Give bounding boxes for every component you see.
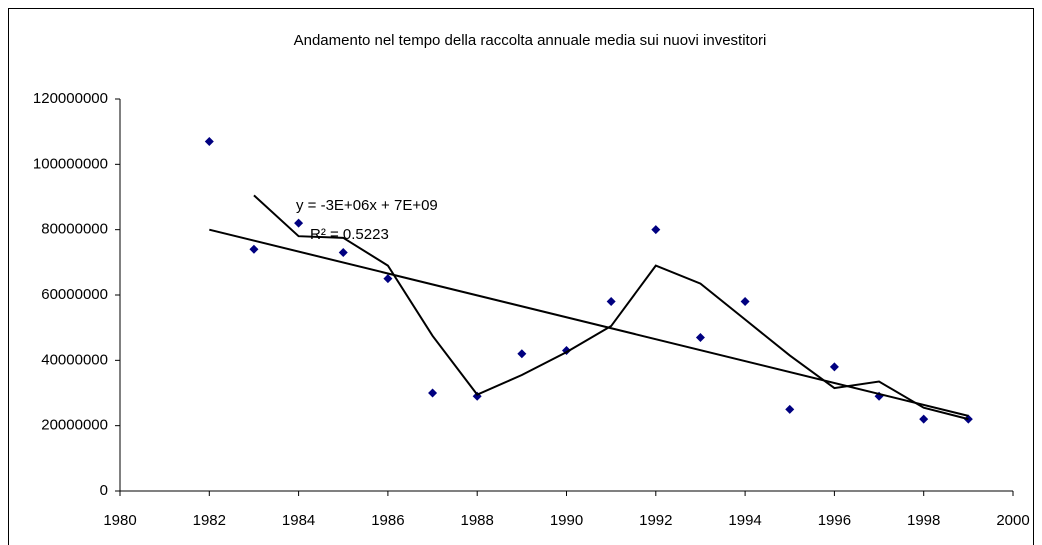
x-tick-label: 1992 [639,512,672,529]
data-point [740,297,750,307]
x-tick-label: 1980 [103,512,136,529]
y-tick-label: 100000000 [33,155,108,172]
data-point [606,297,616,307]
data-point [919,414,929,424]
data-point [785,404,795,414]
x-tick-label: 1994 [728,512,761,529]
data-point [249,244,259,254]
x-tick-label: 1982 [193,512,226,529]
chart-frame [8,8,1034,545]
data-point [517,349,527,359]
data-point [829,362,839,372]
x-tick-label: 1998 [907,512,940,529]
data-point [294,218,304,228]
line [209,228,969,417]
x-tick-label: 1996 [818,512,851,529]
x-tick-label: 1984 [282,512,315,529]
r-squared: R² = 0.5223 [310,226,389,243]
data-point [695,332,705,342]
y-tick-label: 40000000 [41,351,108,368]
data-point [428,388,438,398]
y-tick-label: 0 [100,482,108,499]
trendline-equation: y = -3E+06x + 7E+09 [296,197,438,214]
data-point [204,136,214,146]
y-tick-label: 60000000 [41,286,108,303]
y-tick-label: 20000000 [41,417,108,434]
x-tick-label: 1988 [461,512,494,529]
data-point [383,274,393,284]
x-tick-label: 1990 [550,512,583,529]
y-tick-label: 120000000 [33,90,108,107]
chart-title: Andamento nel tempo della raccolta annua… [294,32,767,49]
data-point [651,225,661,235]
x-tick-label: 2000 [996,512,1029,529]
data-point [338,248,348,258]
y-tick-label: 80000000 [41,221,108,238]
x-tick-label: 1986 [371,512,404,529]
